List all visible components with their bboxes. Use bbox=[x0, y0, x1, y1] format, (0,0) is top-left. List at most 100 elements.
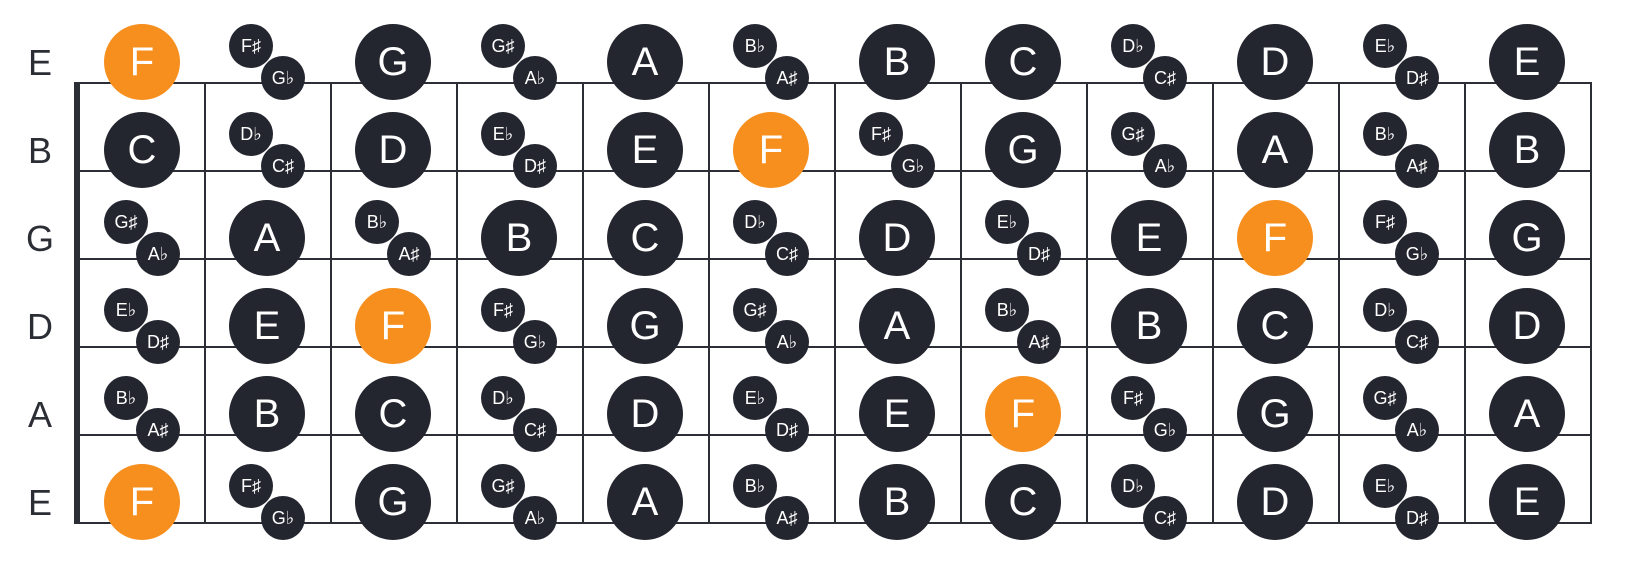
note-enh-a-s5-f6: B♭ bbox=[733, 464, 777, 508]
note-s0-f5: A bbox=[607, 24, 683, 100]
note-enh-b-s0-f11: D♯ bbox=[1395, 56, 1439, 100]
note-enh-b-s2-f6: C♯ bbox=[765, 232, 809, 276]
note-enh-b-s4-f4: C♯ bbox=[513, 408, 557, 452]
note-s4-f2: B bbox=[229, 376, 305, 452]
note-s4-f10: G bbox=[1237, 376, 1313, 452]
note-pair-s0-f11: E♭D♯ bbox=[1363, 24, 1439, 100]
note-enh-b-s0-f9: C♯ bbox=[1143, 56, 1187, 100]
note-enh-a-s4-f6: E♭ bbox=[733, 376, 777, 420]
note-enh-b-s2-f1: A♭ bbox=[136, 232, 180, 276]
fret-line-2 bbox=[330, 82, 332, 524]
note-enh-b-s5-f6: A♯ bbox=[765, 496, 809, 540]
note-pair-s5-f11: E♭D♯ bbox=[1363, 464, 1439, 540]
note-s0-f7: B bbox=[859, 24, 935, 100]
note-enh-a-s1-f11: B♭ bbox=[1363, 112, 1407, 156]
note-enh-a-s4-f4: D♭ bbox=[481, 376, 525, 420]
note-enh-a-s1-f9: G♯ bbox=[1111, 112, 1155, 156]
note-s0-f8: C bbox=[985, 24, 1061, 100]
note-s5-f12: E bbox=[1489, 464, 1565, 540]
note-s1-f6: F bbox=[733, 112, 809, 188]
note-pair-s2-f11: F♯G♭ bbox=[1363, 200, 1439, 276]
note-enh-b-s1-f9: A♭ bbox=[1143, 144, 1187, 188]
note-enh-a-s3-f8: B♭ bbox=[985, 288, 1029, 332]
note-s2-f5: C bbox=[607, 200, 683, 276]
fret-line-10 bbox=[1338, 82, 1340, 524]
note-enh-b-s2-f8: D♯ bbox=[1017, 232, 1061, 276]
note-enh-a-s2-f8: E♭ bbox=[985, 200, 1029, 244]
note-enh-b-s0-f6: A♯ bbox=[765, 56, 809, 100]
note-s2-f12: G bbox=[1489, 200, 1565, 276]
fret-line-6 bbox=[834, 82, 836, 524]
fret-line-1 bbox=[204, 82, 206, 524]
note-s1-f5: E bbox=[607, 112, 683, 188]
note-pair-s1-f9: G♯A♭ bbox=[1111, 112, 1187, 188]
note-pair-s2-f6: D♭C♯ bbox=[733, 200, 809, 276]
note-pair-s0-f6: B♭A♯ bbox=[733, 24, 809, 100]
note-pair-s4-f4: D♭C♯ bbox=[481, 376, 557, 452]
note-pair-s4-f9: F♯G♭ bbox=[1111, 376, 1187, 452]
note-enh-b-s1-f11: A♯ bbox=[1395, 144, 1439, 188]
note-enh-a-s3-f1: E♭ bbox=[104, 288, 148, 332]
note-pair-s4-f6: E♭D♯ bbox=[733, 376, 809, 452]
note-enh-a-s4-f11: G♯ bbox=[1363, 376, 1407, 420]
note-enh-a-s2-f6: D♭ bbox=[733, 200, 777, 244]
note-s4-f12: A bbox=[1489, 376, 1565, 452]
note-pair-s2-f3: B♭A♯ bbox=[355, 200, 431, 276]
note-s3-f2: E bbox=[229, 288, 305, 364]
fretboard-diagram: EBGDAEFF♯G♭GG♯A♭AB♭A♯BCD♭C♯DE♭D♯ECD♭C♯DE… bbox=[20, 20, 1616, 564]
note-pair-s1-f2: D♭C♯ bbox=[229, 112, 305, 188]
note-s0-f12: E bbox=[1489, 24, 1565, 100]
note-pair-s0-f2: F♯G♭ bbox=[229, 24, 305, 100]
note-enh-b-s4-f6: D♯ bbox=[765, 408, 809, 452]
note-enh-a-s5-f11: E♭ bbox=[1363, 464, 1407, 508]
note-s5-f7: B bbox=[859, 464, 935, 540]
note-s4-f7: E bbox=[859, 376, 935, 452]
note-enh-a-s3-f11: D♭ bbox=[1363, 288, 1407, 332]
note-enh-a-s1-f7: F♯ bbox=[859, 112, 903, 156]
note-pair-s5-f6: B♭A♯ bbox=[733, 464, 809, 540]
note-enh-a-s5-f4: G♯ bbox=[481, 464, 525, 508]
note-s3-f3: F bbox=[355, 288, 431, 364]
note-enh-a-s5-f9: D♭ bbox=[1111, 464, 1155, 508]
note-enh-b-s4-f11: A♭ bbox=[1395, 408, 1439, 452]
fretboard-nut bbox=[74, 82, 80, 524]
note-pair-s2-f8: E♭D♯ bbox=[985, 200, 1061, 276]
string-label-3: D bbox=[20, 306, 60, 348]
note-enh-b-s5-f9: C♯ bbox=[1143, 496, 1187, 540]
note-enh-a-s1-f4: E♭ bbox=[481, 112, 525, 156]
note-enh-a-s0-f6: B♭ bbox=[733, 24, 777, 68]
note-pair-s5-f2: F♯G♭ bbox=[229, 464, 305, 540]
note-s3-f7: A bbox=[859, 288, 935, 364]
note-pair-s3-f6: G♯A♭ bbox=[733, 288, 809, 364]
note-enh-a-s4-f1: B♭ bbox=[104, 376, 148, 420]
note-s3-f9: B bbox=[1111, 288, 1187, 364]
fret-line-9 bbox=[1212, 82, 1214, 524]
note-enh-b-s3-f8: A♯ bbox=[1017, 320, 1061, 364]
note-s2-f10: F bbox=[1237, 200, 1313, 276]
note-pair-s4-f11: G♯A♭ bbox=[1363, 376, 1439, 452]
fret-line-7 bbox=[960, 82, 962, 524]
note-pair-s3-f8: B♭A♯ bbox=[985, 288, 1061, 364]
note-enh-a-s0-f4: G♯ bbox=[481, 24, 525, 68]
string-label-1: B bbox=[20, 130, 60, 172]
fret-line-12 bbox=[1590, 82, 1592, 524]
fret-line-5 bbox=[708, 82, 710, 524]
note-enh-b-s5-f11: D♯ bbox=[1395, 496, 1439, 540]
note-s3-f5: G bbox=[607, 288, 683, 364]
note-s5-f1: F bbox=[104, 464, 180, 540]
note-enh-b-s5-f2: G♭ bbox=[261, 496, 305, 540]
note-enh-b-s1-f7: G♭ bbox=[891, 144, 935, 188]
note-pair-s1-f7: F♯G♭ bbox=[859, 112, 935, 188]
string-label-5: E bbox=[20, 482, 60, 524]
note-pair-s0-f4: G♯A♭ bbox=[481, 24, 557, 100]
string-label-2: G bbox=[20, 218, 60, 260]
note-enh-b-s3-f1: D♯ bbox=[136, 320, 180, 364]
note-enh-b-s2-f3: A♯ bbox=[387, 232, 431, 276]
note-enh-a-s3-f4: F♯ bbox=[481, 288, 525, 332]
note-s4-f8: F bbox=[985, 376, 1061, 452]
note-s1-f10: A bbox=[1237, 112, 1313, 188]
note-pair-s3-f11: D♭C♯ bbox=[1363, 288, 1439, 364]
note-s0-f10: D bbox=[1237, 24, 1313, 100]
note-pair-s1-f4: E♭D♯ bbox=[481, 112, 557, 188]
note-pair-s5-f4: G♯A♭ bbox=[481, 464, 557, 540]
